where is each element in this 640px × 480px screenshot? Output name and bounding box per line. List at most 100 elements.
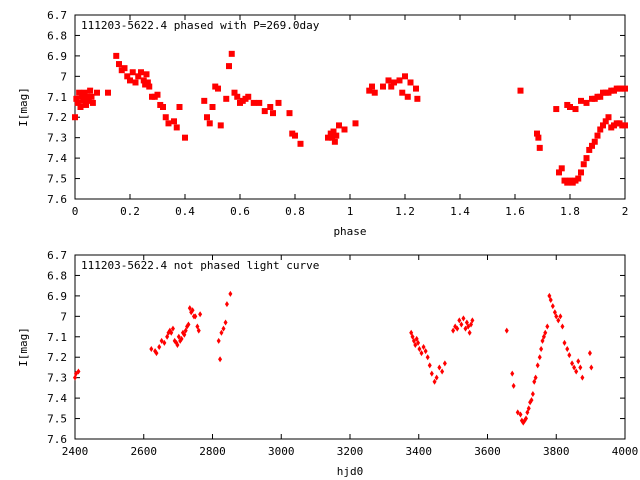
data-point <box>144 79 151 86</box>
data-point <box>146 83 153 90</box>
data-point <box>511 382 516 389</box>
data-point <box>583 155 590 162</box>
data-point <box>369 83 375 90</box>
data-point <box>552 309 557 316</box>
data-point <box>572 364 577 371</box>
data-point <box>399 89 406 96</box>
unphased-light-curve-panel: 2400 2600 2800 3000 3200 3400 3600 3800 4000 6.7 6… <box>17 249 638 478</box>
data-point <box>234 93 241 100</box>
axis-ticks: 0 0.2 0.4 0.6 0.8 1 1.2 1.4 1.6 1.8 2 6.7 6.8 6.9 7 7.1… <box>47 9 628 218</box>
data-point <box>391 79 397 86</box>
y-tick-label: 7.3 <box>47 132 67 145</box>
data-point <box>127 77 133 84</box>
data-point <box>589 364 594 371</box>
data-point <box>228 50 235 57</box>
x-tick-label: 1.8 <box>560 205 580 218</box>
data-point <box>562 339 567 346</box>
data-point <box>81 89 88 96</box>
data-point <box>286 110 293 117</box>
data-point <box>190 307 195 314</box>
data-point <box>186 321 191 328</box>
data-point <box>270 110 276 117</box>
data-point <box>547 292 552 299</box>
data-point <box>165 120 172 127</box>
data-point <box>567 352 572 359</box>
data-point <box>548 296 553 303</box>
x-tick-label: 3400 <box>406 445 433 458</box>
axis-ticks: 2400 2600 2800 3000 3200 3400 3600 3800 4000 6.7 6… <box>47 249 638 458</box>
data-point <box>543 329 548 336</box>
data-point <box>427 362 432 369</box>
data-point <box>325 134 331 141</box>
data-point <box>594 132 601 139</box>
data-point <box>580 161 587 168</box>
data-point <box>605 114 612 121</box>
y-axis-label: I[mag] <box>17 327 30 367</box>
data-point <box>459 321 464 328</box>
y-tick-label: 7.3 <box>47 372 67 385</box>
data-point <box>442 360 447 367</box>
data-point <box>570 360 575 367</box>
y-tick-label: 6.8 <box>47 269 67 282</box>
data-point <box>224 301 229 308</box>
data-point <box>572 106 579 113</box>
data-point <box>530 391 535 398</box>
data-point <box>567 104 573 110</box>
y-tick-label: 7.1 <box>47 331 67 344</box>
data-point <box>175 341 180 348</box>
x-tick-label: 0.6 <box>230 205 250 218</box>
data-point <box>195 323 200 330</box>
data-points <box>73 290 594 426</box>
x-tick-label: 0 <box>72 205 79 218</box>
data-point <box>602 118 609 125</box>
data-point <box>173 124 180 131</box>
data-point <box>171 118 177 125</box>
y-tick-label: 7.6 <box>47 433 67 446</box>
data-point <box>83 101 89 108</box>
x-tick-label: 3600 <box>474 445 501 458</box>
data-point <box>402 73 408 80</box>
data-point <box>417 346 422 353</box>
data-point <box>510 370 515 377</box>
x-axis-label: phase <box>333 225 366 238</box>
y-tick-label: 7.5 <box>47 413 67 426</box>
x-tick-label: 3200 <box>337 445 364 458</box>
data-point <box>261 108 268 115</box>
data-point <box>267 104 274 110</box>
data-point <box>578 169 584 176</box>
data-point <box>169 329 174 336</box>
x-tick-label: 1.6 <box>505 205 525 218</box>
data-point <box>597 93 604 100</box>
data-point <box>525 409 530 416</box>
data-point <box>159 337 164 344</box>
data-point <box>409 329 414 336</box>
data-point <box>187 305 192 312</box>
data-point <box>88 93 95 100</box>
x-tick-label: 1.2 <box>395 205 415 218</box>
data-point <box>411 337 416 344</box>
y-tick-label: 7.6 <box>47 193 67 206</box>
data-point <box>154 91 161 98</box>
data-point <box>72 114 78 121</box>
data-point <box>540 337 545 344</box>
data-point <box>600 122 606 129</box>
data-point <box>201 97 208 104</box>
data-point <box>84 93 91 100</box>
data-point <box>223 95 230 102</box>
data-point <box>517 87 524 94</box>
data-point <box>556 169 562 176</box>
data-point <box>560 323 565 330</box>
x-tick-label: 1 <box>347 205 354 218</box>
data-point <box>231 89 238 96</box>
data-point <box>425 354 430 361</box>
data-point <box>622 122 628 129</box>
data-point <box>182 134 188 141</box>
y-axis-label: I[mag] <box>17 87 30 127</box>
data-point <box>515 409 520 416</box>
data-point <box>330 128 337 135</box>
data-point <box>217 122 224 129</box>
data-point <box>113 52 120 59</box>
data-point <box>76 89 83 96</box>
y-tick-label: 7.1 <box>47 91 67 104</box>
data-point <box>132 79 139 86</box>
